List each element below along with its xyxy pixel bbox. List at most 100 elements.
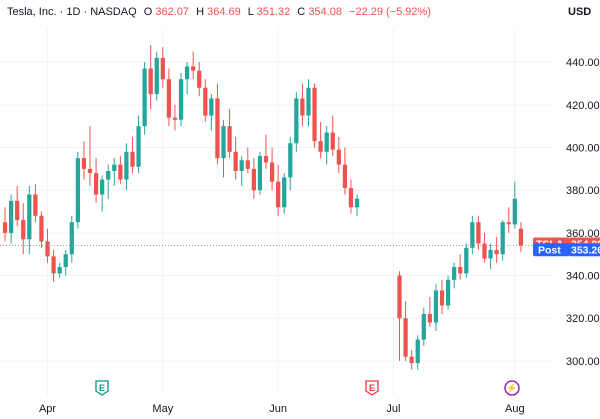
x-tick-label: Aug (505, 403, 525, 415)
candle (160, 47, 165, 88)
post-price-tag: Post 353.26 (533, 243, 600, 257)
candle (39, 211, 44, 248)
candle (197, 62, 202, 97)
candle (142, 62, 147, 135)
candle (506, 207, 511, 233)
candle (130, 136, 135, 174)
candle (354, 194, 360, 216)
candle (118, 156, 123, 184)
candle (2, 207, 8, 242)
earnings-red-marker[interactable]: E (365, 380, 379, 396)
close-label: C (297, 6, 305, 18)
candle (421, 307, 426, 346)
candle (75, 151, 80, 229)
candle (251, 158, 256, 199)
candle (300, 83, 305, 127)
candle (45, 228, 50, 263)
candle (172, 104, 178, 131)
candle (15, 185, 20, 227)
x-tick-label: May (152, 403, 173, 415)
split-marker[interactable]: ⚡ (504, 380, 520, 396)
candle (245, 147, 250, 174)
candle (148, 45, 153, 110)
candle (191, 51, 196, 80)
earnings-green-marker[interactable]: E (95, 380, 109, 396)
candle (154, 51, 159, 101)
candle (324, 126, 329, 165)
candle (227, 109, 232, 159)
candle (27, 185, 32, 255)
candle (445, 275, 451, 310)
open-label: O (144, 6, 153, 18)
svg-text:Tesla, Inc. · 1D: Tesla, Inc. · 1D · NASDAQ O 362.07 H 364… (7, 6, 431, 18)
change-value: −22.29 (−5.92%) (349, 6, 431, 18)
candle (288, 136, 293, 191)
y-tick-label: 380.00 (566, 185, 600, 197)
candle (257, 151, 263, 195)
candle (409, 350, 414, 370)
symbol-name: Tesla, Inc. (7, 6, 57, 18)
candle (342, 147, 348, 195)
y-tick-label: 320.00 (566, 313, 600, 325)
candle (81, 141, 87, 180)
candle (306, 79, 311, 127)
candle (452, 262, 457, 289)
candle (63, 249, 68, 276)
candle (397, 271, 402, 361)
candle (336, 136, 341, 174)
candle (318, 121, 323, 159)
candle (215, 83, 220, 165)
candle (500, 220, 505, 261)
currency-label[interactable]: USD (568, 6, 591, 18)
candle (482, 232, 487, 263)
svg-text:E: E (99, 383, 105, 393)
candle (427, 296, 432, 327)
candle (33, 183, 38, 223)
x-tick-label: Jul (386, 403, 400, 415)
svg-text:⚡: ⚡ (506, 382, 517, 394)
candle (178, 72, 184, 127)
y-tick-label: 360.00 (566, 228, 600, 240)
candles (2, 45, 524, 370)
candle (312, 83, 317, 148)
candle (112, 158, 117, 186)
events-row: E E ⚡ (95, 380, 520, 396)
candle (494, 237, 499, 263)
low-label: L (248, 6, 254, 18)
candle (464, 243, 469, 278)
candle (269, 147, 275, 191)
price-axis[interactable]: 300.00 320.00 340.00 360.00 380.00 400.00 420.… (566, 57, 600, 368)
candle (106, 164, 111, 199)
candle (239, 156, 244, 186)
y-tick-label: 340.00 (566, 271, 600, 283)
interval: 1D (66, 6, 80, 18)
y-tick-label: 300.00 (566, 356, 600, 368)
candle (476, 215, 481, 250)
open-value: 362.07 (155, 6, 189, 18)
svg-text:E: E (369, 383, 375, 393)
candle (276, 164, 281, 216)
candle (512, 181, 517, 229)
candle (8, 194, 14, 244)
candle (330, 115, 335, 157)
candle (518, 222, 524, 253)
y-tick-label: 440.00 (566, 57, 600, 69)
candle (209, 94, 214, 131)
post-tag-label: Post (538, 244, 561, 256)
candle (21, 203, 26, 255)
candle (263, 134, 269, 169)
high-value: 364.69 (207, 6, 241, 18)
high-label: H (196, 6, 204, 18)
candle (233, 136, 238, 180)
exchange: NASDAQ (90, 6, 137, 18)
candle (348, 179, 354, 214)
candle (221, 119, 226, 178)
low-value: 351.32 (257, 6, 291, 18)
time-axis[interactable]: AprMayJunJulAugSep (39, 403, 600, 415)
candle (470, 215, 475, 255)
post-tag-value: 353.26 (571, 244, 600, 256)
candle (57, 262, 62, 278)
candle (488, 243, 493, 270)
y-tick-label: 420.00 (566, 100, 600, 112)
